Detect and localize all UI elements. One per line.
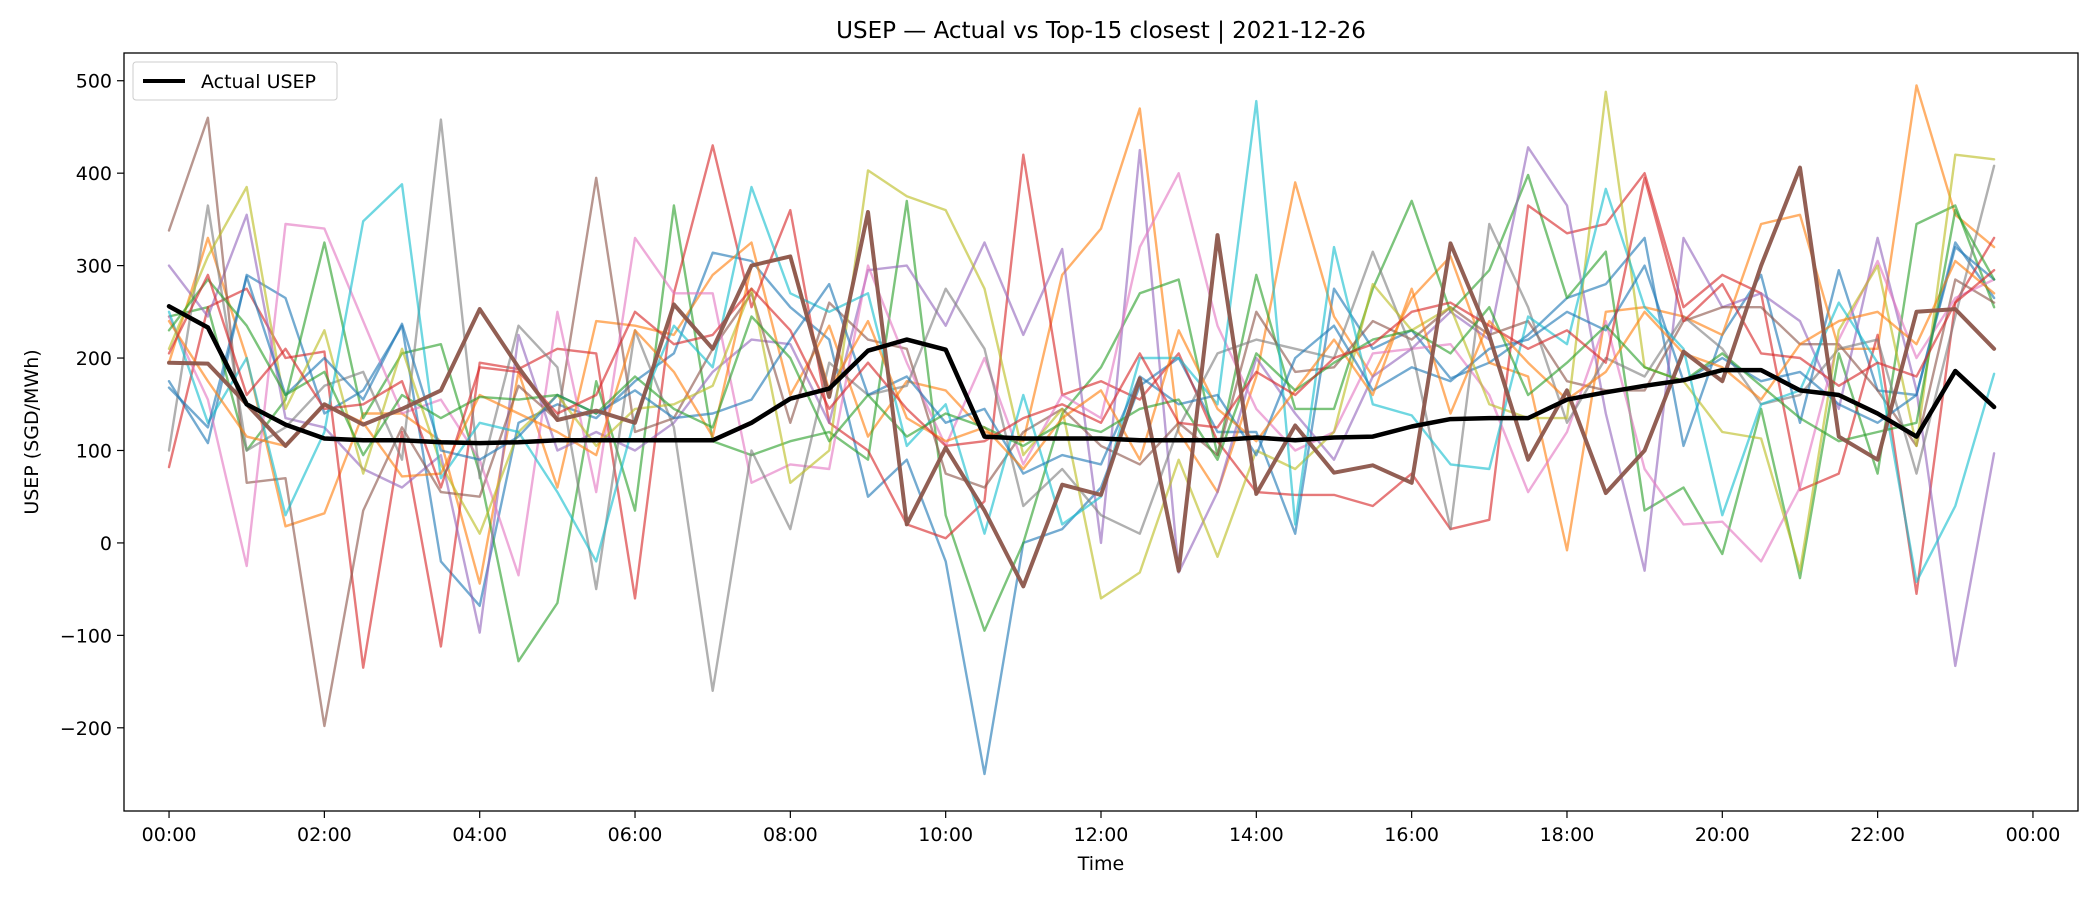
y-tick-label: 300 (76, 256, 112, 278)
x-tick-label: 02:00 (297, 824, 352, 846)
x-tick-label: 14:00 (1229, 824, 1284, 846)
series-line-candidate-9 (167, 90, 1996, 600)
y-tick-label: 400 (76, 163, 112, 185)
x-axis-label: Time (1077, 853, 1125, 875)
y-tick-label: −100 (60, 625, 112, 647)
legend-box (132, 61, 338, 101)
x-tick-label: 16:00 (1384, 824, 1439, 846)
y-tick-label: 500 (76, 71, 112, 93)
series-line-candidate-8 (167, 118, 1996, 692)
legend: Actual USEP (132, 61, 338, 101)
x-tick-label: 18:00 (1540, 824, 1595, 846)
x-tick-label: 22:00 (1850, 824, 1905, 846)
plot-area (166, 84, 1997, 776)
series-line-candidate-15 (167, 165, 1997, 589)
x-tick-label: 04:00 (452, 824, 507, 846)
x-tick-label: 20:00 (1695, 824, 1750, 846)
y-tick-label: −200 (60, 718, 112, 740)
x-axis: 00:00 02:00 04:00 06:00 08:00 10:00 12:00 14:00… (142, 811, 2061, 846)
x-tick-label: 08:00 (763, 824, 818, 846)
x-tick-label: 10:00 (918, 824, 973, 846)
y-axis: −200 −100 0 100 200 300 400 500 (60, 71, 124, 740)
x-tick-label: 12:00 (1074, 824, 1129, 846)
x-tick-label: 00:00 (2006, 824, 2061, 846)
x-tick-label: 06:00 (608, 824, 663, 846)
y-tick-label: 100 (76, 440, 112, 462)
y-axis-label: USEP (SGD/MWh) (21, 349, 43, 514)
y-tick-label: 200 (76, 348, 112, 370)
series-line-actual-usep (166, 304, 1997, 446)
series-line-candidate-14 (167, 176, 1996, 489)
y-tick-label: 0 (100, 533, 112, 555)
series-line-candidate-7 (167, 171, 1996, 577)
x-tick-label: 00:00 (142, 824, 197, 846)
chart-title: USEP — Actual vs Top-15 closest | 2021-1… (836, 18, 1366, 44)
legend-label-actual-usep: Actual USEP (201, 71, 316, 93)
series-line-candidate-5 (167, 146, 1996, 668)
